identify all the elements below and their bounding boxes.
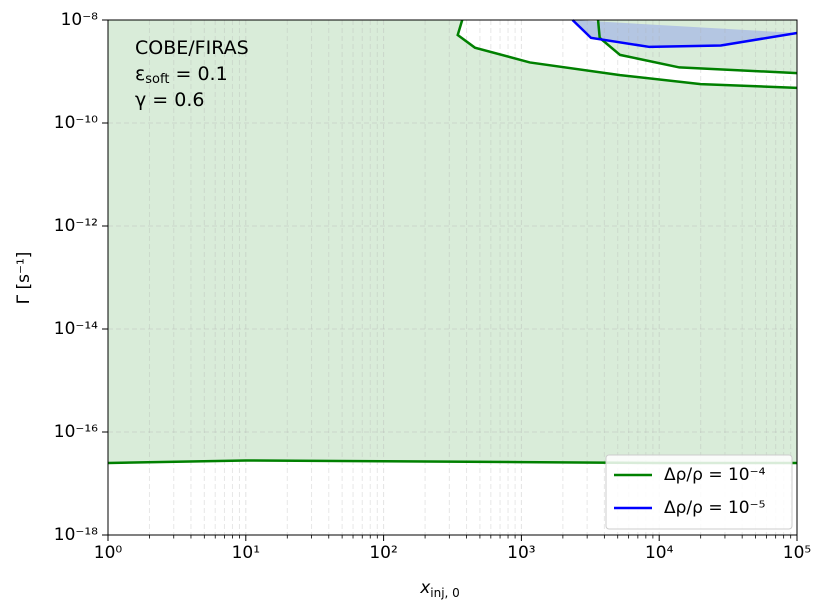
y-tick-label: 10⁻¹² xyxy=(54,216,98,236)
legend-label: Δρ/ρ = 10⁻⁵ xyxy=(664,498,765,518)
y-tick-label: 10⁻⁸ xyxy=(61,10,99,30)
x-tick-label: 10⁴ xyxy=(645,543,674,563)
y-tick-label: 10⁻¹⁸ xyxy=(54,525,98,545)
annotation: γ = 0.6 xyxy=(135,89,204,111)
band-fill xyxy=(457,20,797,88)
y-tick-label: 10⁻¹⁶ xyxy=(54,422,98,442)
legend-label: Δρ/ρ = 10⁻⁴ xyxy=(664,465,766,485)
annotation-rest: = 0.1 xyxy=(169,63,227,85)
annotation-text: COBE/FIRAS xyxy=(135,37,249,59)
annotation-text: γ = 0.6 xyxy=(135,89,204,111)
x-tick-label: 10³ xyxy=(507,543,535,563)
annotation-sub: soft xyxy=(145,72,169,87)
x-label-sub: inj, 0 xyxy=(430,586,460,600)
x-label-main: x xyxy=(419,578,431,598)
legend-box xyxy=(605,454,793,530)
x-tick-label: 10⁰ xyxy=(94,543,123,563)
contour-line xyxy=(571,19,798,49)
y-axis-label: Γ [s⁻¹] xyxy=(14,252,34,305)
x-tick-label: 10² xyxy=(369,543,397,563)
x-axis-label: xinj, 0 xyxy=(419,578,460,600)
contour-fill xyxy=(572,20,797,47)
x-tick-label: 10⁵ xyxy=(783,543,811,563)
y-tick-label: 10⁻¹⁴ xyxy=(54,319,98,339)
annotation: COBE/FIRAS xyxy=(135,37,249,59)
x-tick-label: 10¹ xyxy=(232,543,260,563)
y-tick-label: 10⁻¹⁰ xyxy=(54,113,98,133)
annotation: εsoft = 0.1 xyxy=(135,63,228,87)
axes-frame xyxy=(107,19,798,536)
annotation-text: ε xyxy=(135,63,145,85)
excluded-region-fill xyxy=(108,20,797,535)
